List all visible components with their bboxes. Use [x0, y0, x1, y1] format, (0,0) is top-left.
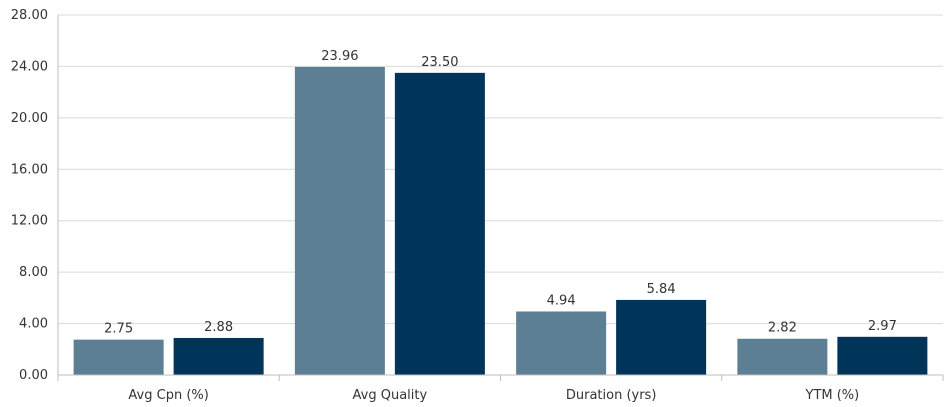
data-labels: 2.75 2.88 23.96 23.50 4.94 5.84 2.82 2.97 [104, 49, 897, 337]
data-label: 23.96 [321, 49, 358, 64]
data-label: 2.75 [104, 322, 133, 337]
bar [73, 339, 164, 375]
y-tick-label: 8.00 [19, 265, 48, 280]
bars [73, 66, 928, 375]
axes [57, 15, 944, 381]
x-category-label: Avg Cpn (%) [128, 388, 208, 403]
data-label: 2.88 [204, 320, 233, 335]
y-tick-label: 24.00 [11, 59, 48, 74]
x-category-label: Avg Quality [353, 388, 428, 403]
x-category-label: YTM (%) [805, 388, 860, 403]
bar [737, 338, 828, 375]
y-tick-label: 16.00 [11, 162, 48, 177]
y-tick-label: 20.00 [11, 111, 48, 126]
data-label: 4.94 [547, 293, 576, 308]
bar [394, 72, 485, 375]
data-label: 2.82 [768, 321, 797, 336]
data-label: 5.84 [647, 282, 676, 297]
y-tick-label: 4.00 [19, 317, 48, 332]
bar [173, 337, 264, 375]
data-label: 23.50 [421, 55, 458, 70]
x-axis-category-labels: Avg Cpn (%) Avg Quality Duration (yrs) YTM … [128, 388, 859, 403]
bar [294, 66, 385, 375]
gridlines [58, 14, 943, 325]
y-tick-label: 28.00 [11, 8, 48, 23]
bar [616, 299, 707, 375]
bar [837, 336, 928, 375]
y-tick-label: 0.00 [19, 368, 48, 383]
bar [516, 311, 607, 375]
data-label: 2.97 [868, 319, 897, 334]
y-tick-label: 12.00 [11, 214, 48, 229]
x-category-label: Duration (yrs) [566, 388, 657, 403]
y-axis-tick-labels: 0.00 4.00 8.00 12.00 16.00 20.00 24.00 28.00 [11, 8, 48, 383]
